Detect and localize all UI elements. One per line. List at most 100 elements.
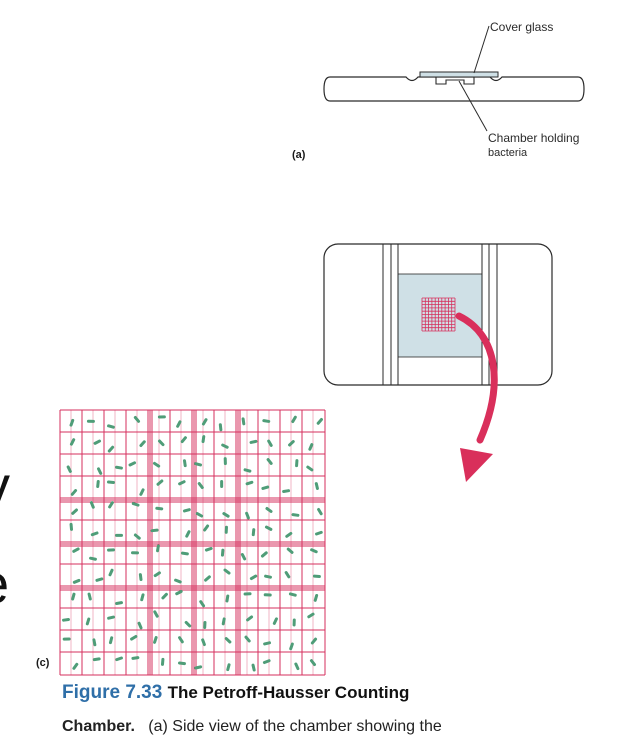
bacterium xyxy=(157,415,166,419)
bacterium xyxy=(314,482,319,490)
bacterium xyxy=(175,589,183,596)
bacterium xyxy=(261,485,270,490)
bacterium xyxy=(267,439,273,447)
bacterium xyxy=(313,593,319,602)
chamber-leader xyxy=(458,80,488,132)
bacterium xyxy=(174,578,182,584)
bacterium xyxy=(72,547,80,553)
bacterium xyxy=(139,488,145,496)
bacterium xyxy=(264,574,272,579)
bacterium xyxy=(130,634,138,641)
bacterium xyxy=(86,419,95,423)
bacterium xyxy=(108,636,114,645)
slide-side-profile xyxy=(323,76,585,102)
bacterium xyxy=(218,423,223,432)
bacterium xyxy=(203,524,210,532)
bacterium xyxy=(223,457,227,466)
bacterium xyxy=(71,508,78,515)
bacterium xyxy=(108,568,114,577)
bacterium xyxy=(249,439,258,444)
bacterium xyxy=(251,528,256,537)
bacterium xyxy=(226,663,231,672)
cover-glass-lines xyxy=(382,244,498,385)
bacterium xyxy=(308,443,314,451)
bacterium xyxy=(240,553,247,561)
figure-title: The Petroff-Hausser Counting xyxy=(167,683,410,702)
bacterium xyxy=(178,636,184,644)
top-view-diagram xyxy=(323,243,553,482)
bacterium xyxy=(204,546,213,552)
bacterium xyxy=(178,480,186,486)
bacterium xyxy=(243,592,252,596)
bacterium xyxy=(312,574,321,579)
bacterium xyxy=(69,438,76,446)
bacterium xyxy=(251,663,256,672)
cover-glass xyxy=(419,71,499,78)
bacterium xyxy=(131,551,140,555)
bacterium xyxy=(152,461,161,468)
bacterium xyxy=(176,420,182,428)
bacterium xyxy=(90,531,99,537)
bacterium xyxy=(107,445,115,453)
bacterium xyxy=(264,525,273,531)
bacterium xyxy=(89,556,97,561)
bacterium xyxy=(246,615,254,622)
bacterium xyxy=(153,571,161,578)
bacterium xyxy=(85,617,91,626)
bacterium xyxy=(307,612,315,619)
bacterium xyxy=(291,513,300,517)
bacterium xyxy=(195,512,204,518)
bacterium xyxy=(89,501,95,509)
magnify-arrow xyxy=(455,312,498,444)
bacterium xyxy=(156,544,160,553)
bacterium xyxy=(221,443,229,449)
bacterium xyxy=(177,661,186,666)
bacterium xyxy=(244,635,251,643)
bacterium xyxy=(62,637,71,641)
figure-caption-title: Figure 7.33 The Petroff-Hausser Counting xyxy=(62,682,409,704)
bacterium xyxy=(96,480,100,489)
bacterium xyxy=(249,574,258,581)
counting-grid xyxy=(59,409,326,676)
bacterium xyxy=(291,415,297,424)
bacterium xyxy=(107,424,115,429)
cover-glass-label: Cover glass xyxy=(490,20,554,34)
bacterium xyxy=(108,501,114,509)
bacterium xyxy=(310,548,318,554)
cropped-text-glyph-2: e xyxy=(0,556,9,612)
bacterium xyxy=(223,568,231,575)
bacterium xyxy=(245,511,250,520)
bacterium xyxy=(204,575,211,582)
side-view-diagram xyxy=(323,25,585,132)
bacterium xyxy=(316,417,323,425)
bacterium xyxy=(221,617,226,626)
bacterium xyxy=(62,617,70,622)
bacterium xyxy=(306,465,314,472)
figure-caption-body: Chamber. (a) Side view of the chamber sh… xyxy=(62,718,442,736)
cropped-text-glyph-1: y xyxy=(0,458,10,514)
bacterium xyxy=(220,548,225,557)
bacterium xyxy=(107,548,116,552)
bacterium xyxy=(184,620,192,628)
bacterium xyxy=(139,440,146,448)
bacterium xyxy=(115,656,123,662)
bacterium xyxy=(92,638,97,647)
bacterium xyxy=(282,489,291,493)
bacterium xyxy=(185,530,191,538)
bacterium xyxy=(295,459,299,468)
bacterium xyxy=(292,618,296,627)
bacterium xyxy=(201,638,206,647)
chamber-label-line2: bacteria xyxy=(488,147,528,159)
panel-c-letter: (c) xyxy=(36,657,50,669)
bacterium xyxy=(95,577,104,582)
bacterium xyxy=(262,419,271,423)
bacterium xyxy=(70,489,78,496)
bacterium xyxy=(294,662,300,671)
bacterium xyxy=(153,610,159,618)
chamber-label-line1: Chamber holding xyxy=(488,131,580,145)
mini-counting-grid xyxy=(421,297,456,332)
bacterium xyxy=(224,637,232,644)
bacterium xyxy=(262,659,271,665)
bacterium xyxy=(289,642,294,651)
counting-chamber-area xyxy=(397,273,483,358)
